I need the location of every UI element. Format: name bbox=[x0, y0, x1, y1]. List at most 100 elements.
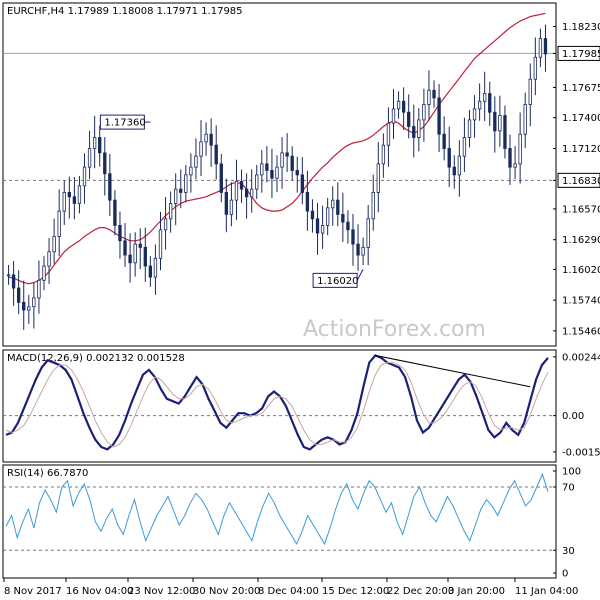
candle-body bbox=[224, 192, 229, 215]
price-candle bbox=[204, 122, 208, 156]
price-candle bbox=[483, 71, 487, 121]
price-candle bbox=[538, 28, 543, 68]
price-candle bbox=[427, 70, 431, 121]
price-candle bbox=[386, 107, 391, 167]
price-y-tick-label: 1.17120 bbox=[562, 144, 600, 155]
candle-body bbox=[538, 38, 543, 58]
candle-body bbox=[184, 174, 188, 193]
candle-body bbox=[442, 133, 446, 149]
candle-body bbox=[270, 170, 274, 179]
candle-body bbox=[42, 265, 46, 281]
candle-body bbox=[52, 235, 56, 253]
candle-body bbox=[285, 152, 289, 157]
candle-body bbox=[452, 166, 456, 176]
price-candle bbox=[543, 24, 548, 72]
price-candle bbox=[158, 211, 163, 271]
candle-body bbox=[265, 163, 269, 171]
price-candle bbox=[315, 202, 320, 255]
candle-body bbox=[57, 210, 61, 237]
candle-body bbox=[457, 155, 462, 176]
candle-body bbox=[244, 188, 249, 198]
price-candle bbox=[32, 282, 36, 329]
price-candle bbox=[184, 164, 188, 203]
price-candle bbox=[113, 190, 117, 236]
candle-body bbox=[113, 199, 117, 226]
candle-body bbox=[483, 93, 487, 102]
candle-body bbox=[513, 163, 517, 168]
candle-body bbox=[331, 199, 335, 209]
price-candle bbox=[87, 130, 92, 180]
price-candle bbox=[391, 89, 396, 140]
candle-body bbox=[341, 214, 345, 223]
price-candle bbox=[123, 222, 127, 267]
price-candle bbox=[214, 125, 218, 180]
macd-panel-title: MACD(12,26,9) 0.002132 0.001528 bbox=[7, 353, 185, 364]
candle-body bbox=[194, 155, 198, 168]
price-candle bbox=[37, 260, 41, 314]
price-candle bbox=[133, 232, 137, 277]
candle-body bbox=[336, 199, 340, 215]
current-price-label-text: 1.17985 bbox=[562, 49, 600, 60]
price-candle bbox=[194, 138, 198, 180]
candle-body bbox=[174, 188, 178, 204]
candle-body bbox=[543, 38, 548, 55]
watermark-text: ActionForex.com bbox=[303, 317, 486, 342]
candle-body bbox=[391, 108, 396, 124]
candle-body bbox=[103, 152, 107, 175]
price-candle bbox=[341, 192, 345, 242]
candle-body bbox=[128, 254, 132, 264]
price-annotation: 1.17360 bbox=[99, 114, 151, 130]
price-candle bbox=[22, 280, 26, 330]
macd-y-tick-label: 0.002441 bbox=[562, 352, 600, 363]
price-candle bbox=[523, 92, 527, 149]
price-annotation: 1.16020 bbox=[312, 269, 364, 288]
price-candle bbox=[67, 176, 71, 219]
price-candle bbox=[118, 211, 122, 259]
price-candle bbox=[437, 84, 441, 152]
candle-body bbox=[77, 185, 82, 204]
price-y-tick-label: 1.17400 bbox=[562, 113, 600, 124]
price-candle bbox=[199, 120, 203, 176]
macd-y-tick-label: 0.00 bbox=[562, 411, 584, 422]
candle-body bbox=[315, 218, 320, 234]
candle-body bbox=[255, 174, 259, 190]
price-candle bbox=[77, 175, 82, 214]
x-tick-label: 15 Dec 12:00 bbox=[322, 586, 389, 597]
price-candle bbox=[179, 169, 183, 209]
price-candle bbox=[275, 155, 279, 192]
price-candle bbox=[472, 95, 477, 138]
candle-body bbox=[158, 229, 163, 259]
price-candle bbox=[224, 178, 229, 233]
price-candle bbox=[401, 87, 406, 131]
candle-body bbox=[22, 301, 26, 311]
support-label-text: 1.16830 bbox=[562, 176, 600, 187]
price-candle bbox=[310, 199, 315, 233]
candle-body bbox=[209, 133, 213, 146]
price-candle bbox=[442, 116, 446, 161]
candle-body bbox=[163, 218, 168, 231]
price-candle bbox=[11, 261, 16, 306]
price-y-tick-label: 1.17675 bbox=[562, 83, 600, 94]
candle-body bbox=[523, 104, 527, 135]
price-candle bbox=[280, 137, 284, 189]
price-candle bbox=[72, 177, 77, 220]
candle-body bbox=[366, 218, 370, 248]
price-candle bbox=[52, 218, 56, 264]
price-candle bbox=[346, 210, 350, 244]
price-candle bbox=[209, 118, 213, 167]
candle-body bbox=[16, 287, 21, 303]
x-tick-label: 11 Jan 04:00 bbox=[515, 586, 578, 597]
signal-line bbox=[5, 362, 549, 448]
candle-body bbox=[356, 243, 360, 256]
candle-body bbox=[27, 306, 31, 311]
price-candle bbox=[239, 169, 244, 203]
candle-body bbox=[498, 115, 502, 132]
x-tick-label: 16 Nov 04:00 bbox=[66, 586, 133, 597]
candle-body bbox=[310, 210, 315, 220]
current-price-label-box bbox=[557, 45, 600, 61]
price-candle bbox=[381, 133, 386, 178]
candle-body bbox=[118, 225, 122, 242]
price-candle bbox=[265, 146, 269, 183]
